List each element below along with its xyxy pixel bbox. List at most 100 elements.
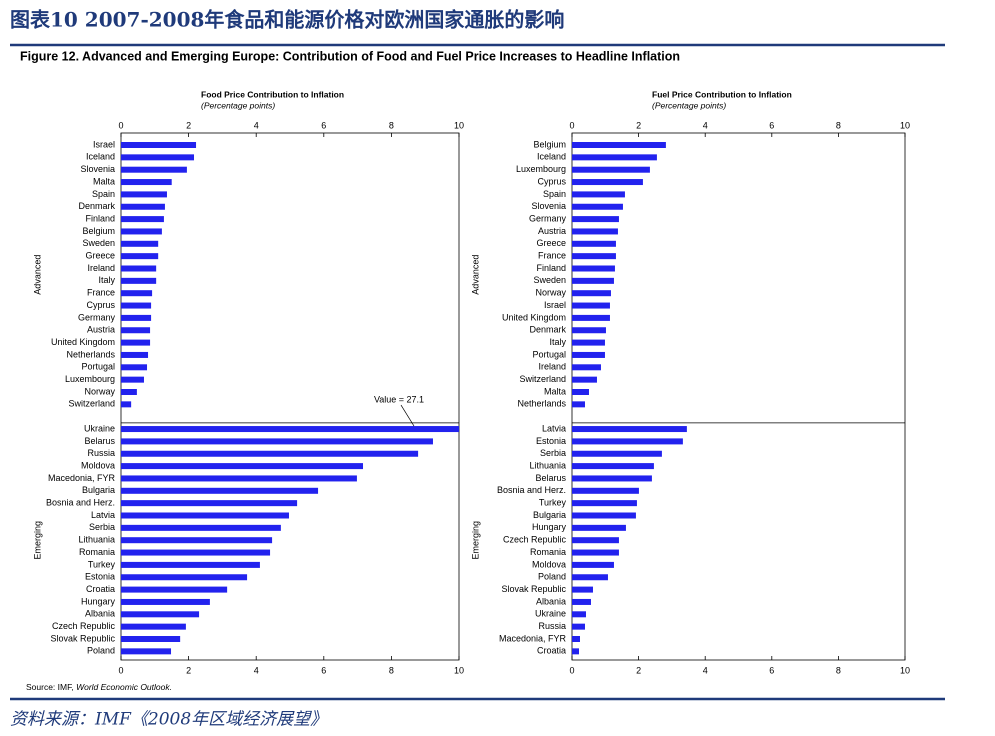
category-label: Austria — [538, 226, 566, 236]
category-label: Netherlands — [66, 349, 115, 359]
bar — [572, 426, 687, 433]
bar — [572, 216, 619, 223]
bar — [572, 623, 585, 630]
bar — [121, 611, 200, 618]
bar — [572, 228, 618, 235]
bar — [121, 179, 172, 186]
bar — [572, 636, 580, 642]
category-label: Poland — [87, 646, 115, 656]
x-tick-label: 2 — [636, 120, 641, 130]
bar — [121, 586, 228, 593]
x-tick-label: 0 — [569, 120, 574, 130]
x-tick-label: 2 — [636, 665, 641, 675]
category-label: Switzerland — [519, 374, 566, 384]
page-title: 图表10 2007-2008年食品和能源价格对欧洲国家通胀的影响 — [10, 8, 564, 32]
bar — [121, 240, 159, 247]
category-label: Czech Republic — [503, 535, 567, 545]
category-label: Latvia — [91, 510, 115, 520]
category-label: Croatia — [86, 584, 115, 594]
category-label: Russia — [538, 621, 566, 631]
category-label: Bulgaria — [533, 510, 566, 520]
bar — [121, 450, 419, 457]
bar — [121, 549, 271, 556]
bar — [121, 475, 357, 482]
category-label: Denmark — [78, 201, 115, 211]
bar — [572, 512, 636, 519]
bar — [572, 253, 616, 260]
category-label: Finland — [85, 213, 115, 223]
category-label: Belarus — [84, 436, 115, 446]
category-label: Denmark — [529, 325, 566, 335]
bar — [572, 537, 619, 544]
bar — [572, 339, 605, 346]
category-label: Portugal — [532, 349, 566, 359]
category-label: Netherlands — [517, 399, 566, 409]
category-label: Norway — [535, 288, 566, 298]
category-label: Belgium — [533, 139, 566, 149]
annotation-line — [400, 404, 415, 427]
category-label: Greece — [536, 238, 566, 248]
category-label: Belgium — [82, 226, 115, 236]
bar — [572, 401, 585, 408]
category-label: Iceland — [86, 152, 115, 162]
bar — [121, 290, 153, 297]
bar — [121, 142, 197, 148]
bar — [121, 648, 172, 655]
category-label: Turkey — [88, 559, 116, 569]
category-label: Sweden — [533, 275, 566, 285]
group-label: Advanced — [32, 255, 42, 295]
category-label: Russia — [87, 448, 115, 458]
category-label: Ukraine — [84, 423, 115, 433]
category-label: Sweden — [82, 238, 115, 248]
bar — [572, 154, 657, 161]
category-label: Albania — [85, 609, 115, 619]
category-label: France — [87, 288, 115, 298]
x-tick-label: 10 — [454, 665, 464, 675]
bar — [121, 166, 187, 173]
x-tick-label: 4 — [254, 120, 259, 130]
annotation: Value = 27.1 — [374, 394, 424, 404]
bar — [121, 438, 433, 445]
bars — [121, 142, 459, 655]
bars — [572, 142, 687, 655]
x-tick-label: 8 — [389, 665, 394, 675]
category-label: Portugal — [81, 362, 115, 372]
category-label: Slovenia — [531, 201, 566, 211]
bar — [121, 561, 260, 568]
bar — [121, 401, 132, 408]
category-label: Belarus — [535, 473, 566, 483]
category-label: Greece — [85, 251, 115, 261]
category-label: Moldova — [81, 460, 115, 470]
bar — [121, 314, 152, 321]
bar — [121, 598, 210, 605]
category-label: Moldova — [532, 559, 566, 569]
chart-title: Fuel Price Contribution to Inflation — [652, 89, 792, 99]
category-label: Bosnia and Herz. — [497, 485, 566, 495]
x-tick-label: 10 — [900, 665, 910, 675]
bar — [121, 203, 165, 210]
x-tick-label: 4 — [703, 120, 708, 130]
bar — [572, 376, 597, 383]
category-label: Ireland — [538, 362, 566, 372]
category-label: Austria — [87, 325, 115, 335]
source-italic: World Economic Outlook. — [76, 682, 172, 692]
category-label: Iceland — [537, 152, 566, 162]
bar — [572, 314, 610, 321]
bar — [572, 142, 666, 148]
bar — [572, 475, 652, 482]
category-label: France — [538, 251, 566, 261]
category-label: Slovak Republic — [501, 584, 566, 594]
x-tick-label: 8 — [389, 120, 394, 130]
category-label: Lithuania — [78, 535, 115, 545]
group-label: Emerging — [470, 521, 480, 560]
category-label: Ireland — [87, 263, 115, 273]
bar — [572, 561, 614, 568]
bar — [121, 389, 137, 395]
x-tick-label: 6 — [769, 665, 774, 675]
plot-frame — [120, 132, 460, 661]
x-tick-label: 0 — [118, 665, 123, 675]
bar — [121, 265, 157, 272]
x-tick-label: 4 — [254, 665, 259, 675]
bar — [121, 327, 151, 334]
category-label: Spain — [92, 189, 115, 199]
